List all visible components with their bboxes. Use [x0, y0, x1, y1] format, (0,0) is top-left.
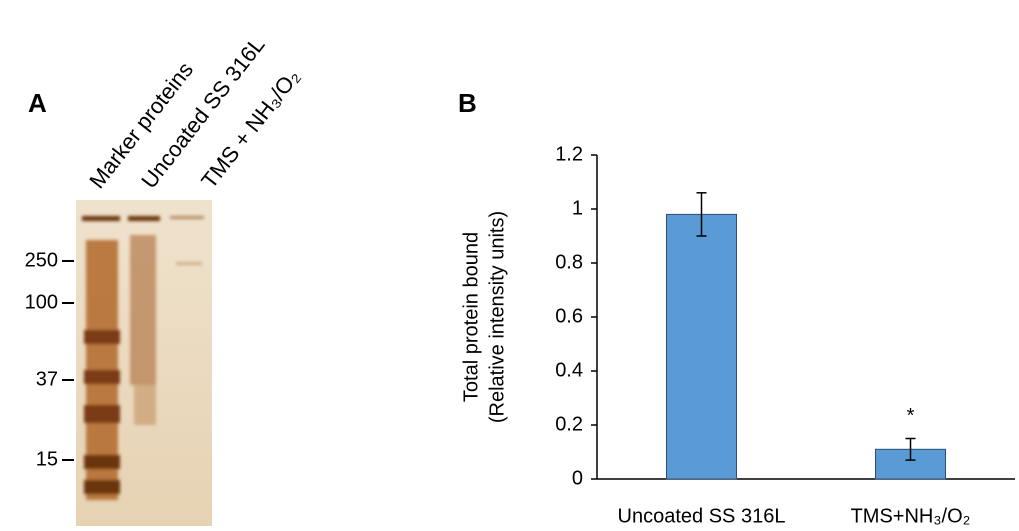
- marker-label: 250: [25, 249, 58, 271]
- y-tick-label: 0.4: [555, 359, 583, 381]
- annotation: *: [907, 405, 915, 427]
- bar: [667, 214, 737, 479]
- y-tick-label: 1: [572, 197, 583, 219]
- marker-label: 37: [36, 368, 58, 390]
- y-axis-label: (Relative intensity units): [486, 211, 508, 423]
- y-tick-label: 0.6: [555, 305, 583, 327]
- marker-labels: 250 100 37 15: [25, 249, 74, 470]
- panel-label: B: [458, 88, 477, 118]
- y-tick-label: 1.2: [555, 143, 583, 165]
- gel-image: [76, 200, 212, 526]
- x-tick-label: TMS+NH₃/O₂: [851, 505, 971, 527]
- x-tick-label: Uncoated SS 316L: [618, 505, 786, 527]
- y-axis-label: Total protein bound: [460, 232, 482, 402]
- marker-label: 100: [25, 291, 58, 313]
- figure: A Marker proteins Uncoated SS 316L TMS +…: [0, 0, 1019, 531]
- panel-label: A: [28, 88, 47, 118]
- y-tick-label: 0.2: [555, 413, 583, 435]
- marker-label: 15: [36, 448, 58, 470]
- y-tick-label: 0: [572, 467, 583, 489]
- lane-labels: Marker proteins Uncoated SS 316L TMS + N…: [84, 32, 304, 193]
- y-tick-label: 0.8: [555, 251, 583, 273]
